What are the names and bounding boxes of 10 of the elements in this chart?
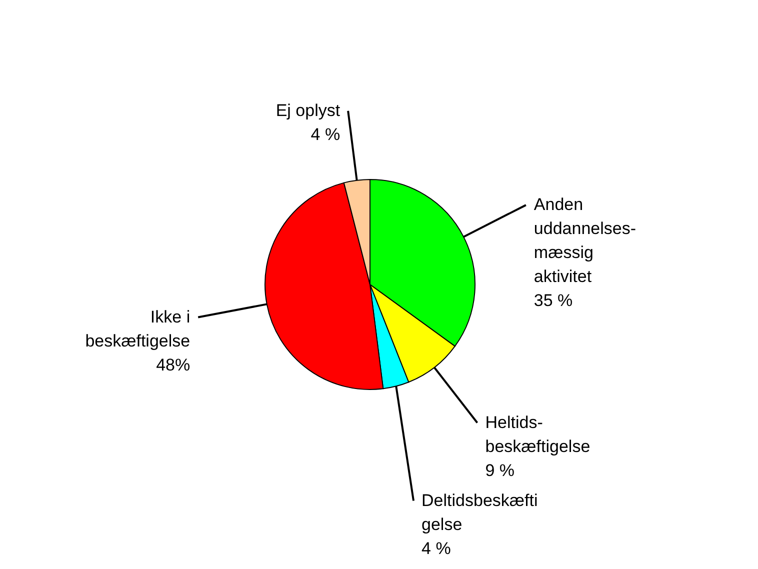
data-label: 9 % [485, 460, 515, 480]
slice-label: Deltidsbeskæfti gelse [422, 490, 538, 534]
slice-label: Ej oplyst [276, 100, 340, 120]
data-label: 4 % [310, 124, 340, 144]
slice-label: Heltids- beskæftigelse [485, 412, 590, 456]
slice-label: Anden uddannelses- mæssig aktivitet [534, 195, 636, 286]
data-label: 4 % [422, 538, 451, 558]
data-label: 35 % [534, 291, 573, 310]
data-label: 48% [156, 355, 190, 374]
slice-label: Ikke i beskæftigelse [85, 307, 190, 350]
